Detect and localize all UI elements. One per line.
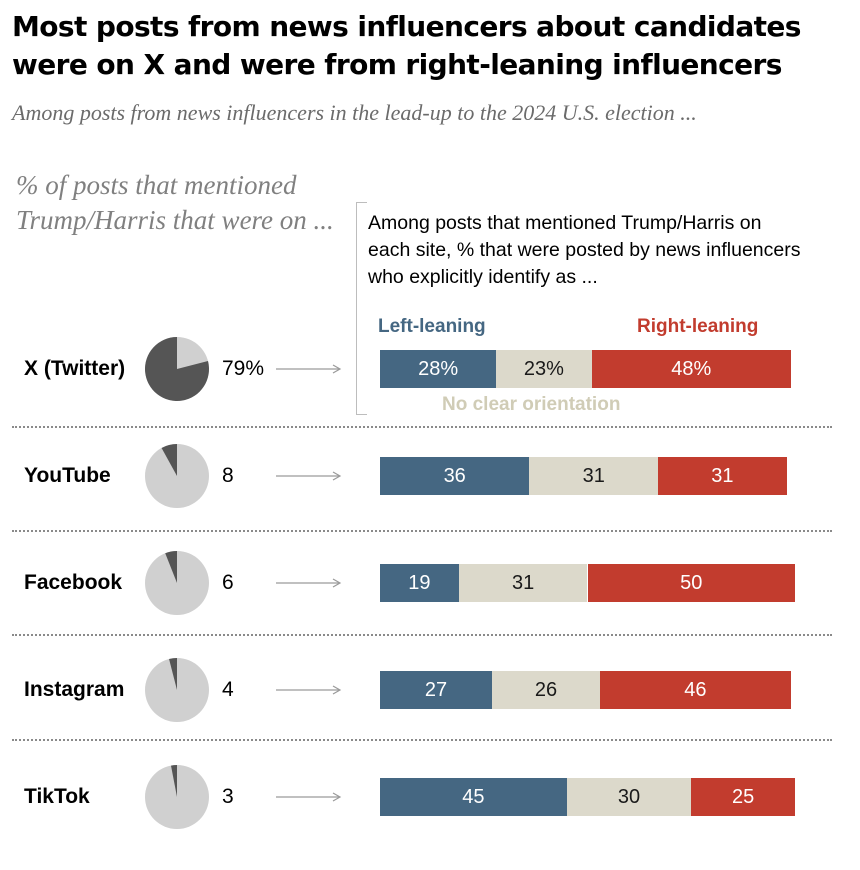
legend-no-clear-orientation: No clear orientation — [442, 394, 621, 415]
bar-tiktok: 45 30 25 — [380, 778, 795, 816]
bar-segment-left-leaning-facebook: 19 — [380, 564, 459, 602]
bar-segment-left-leaning-youtube: 36 — [380, 457, 530, 495]
bar-youtube: 36 31 31 — [380, 457, 787, 495]
bar-header-bracket — [356, 202, 367, 415]
bar-x-twitter: 28% 23% 48% — [380, 350, 791, 388]
bar-segment-right-leaning-tiktok: 25 — [691, 778, 795, 816]
share-label-instagram: 4 — [222, 678, 234, 701]
bar-segment-no-clear-orientation-facebook: 31 — [458, 564, 588, 602]
bar-segment-no-clear-orientation-instagram: 26 — [492, 671, 600, 709]
pie-header: % of posts that mentioned Trump/Harris t… — [16, 170, 334, 235]
arrow-icon — [276, 471, 342, 481]
pie-facebook — [145, 551, 209, 615]
bar-segment-right-leaning-instagram: 46 — [599, 671, 791, 709]
share-label-x-twitter: 79% — [222, 357, 265, 380]
bar-segment-no-clear-orientation-tiktok: 30 — [566, 778, 692, 816]
legend-left-leaning: Left-leaning — [378, 316, 486, 337]
pie-slice-instagram — [169, 658, 177, 690]
pie-tiktok — [145, 765, 209, 829]
row-divider — [12, 739, 832, 741]
bar-facebook: 19 31 50 — [380, 564, 795, 602]
bar-segment-right-leaning-x-twitter: 48% — [591, 350, 791, 388]
bar-segment-no-clear-orientation-x-twitter: 23% — [496, 350, 592, 388]
platform-label-tiktok: TikTok — [24, 785, 90, 808]
arrow-icon — [276, 792, 342, 802]
platform-label-youtube: YouTube — [24, 464, 111, 487]
bar-header: Among posts that mentioned Trump/Harris … — [368, 212, 801, 288]
row-divider — [12, 530, 832, 532]
arrow-icon — [276, 685, 342, 695]
platform-label-facebook: Facebook — [24, 571, 123, 594]
platform-label-instagram: Instagram — [24, 678, 125, 701]
pie-instagram — [145, 658, 209, 722]
bar-segment-left-leaning-tiktok: 45 — [380, 778, 567, 816]
bar-segment-right-leaning-youtube: 31 — [658, 457, 787, 495]
share-label-tiktok: 3 — [222, 785, 234, 808]
arrow-icon — [276, 364, 342, 374]
arrow-icon — [276, 578, 342, 588]
row-divider — [12, 426, 832, 428]
chart-title: Most posts from news influencers about c… — [12, 10, 801, 81]
bar-segment-no-clear-orientation-youtube: 31 — [529, 457, 659, 495]
pie-slice-x-twitter — [145, 337, 209, 401]
pie-slice-facebook — [165, 551, 177, 583]
platform-label-x-twitter: X (Twitter) — [24, 357, 126, 380]
legend-right-leaning: Right-leaning — [637, 316, 759, 337]
row-divider — [12, 634, 832, 636]
pie-slice-youtube — [161, 444, 177, 476]
chart-subtitle: Among posts from news influencers in the… — [12, 100, 697, 125]
pie-x-twitter — [145, 337, 209, 401]
pie-youtube — [145, 444, 209, 508]
share-label-facebook: 6 — [222, 571, 234, 594]
bar-segment-left-leaning-x-twitter: 28% — [380, 350, 497, 388]
pie-slice-tiktok — [171, 765, 177, 797]
share-label-youtube: 8 — [222, 464, 234, 487]
bar-instagram: 27 26 46 — [380, 671, 791, 709]
bar-segment-left-leaning-instagram: 27 — [380, 671, 493, 709]
bar-segment-right-leaning-facebook: 50 — [587, 564, 795, 602]
